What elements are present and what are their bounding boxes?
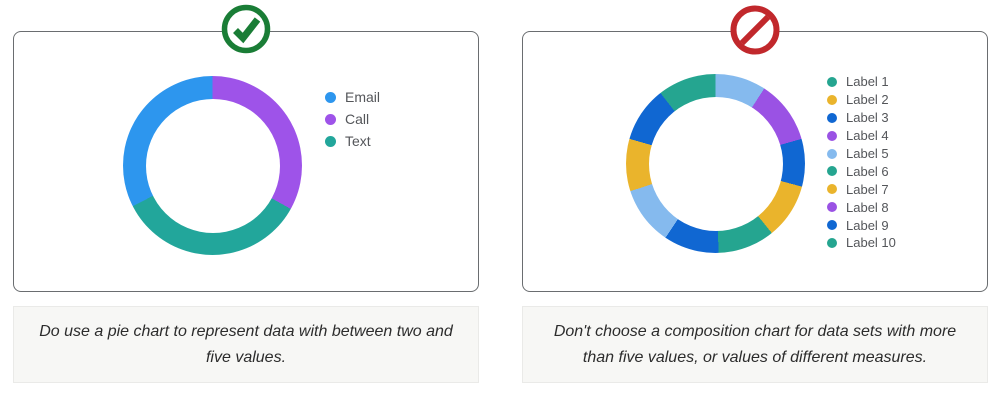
donut-hole [648, 96, 783, 231]
legend-swatch-icon [325, 113, 336, 125]
legend-label: Label 8 [846, 199, 889, 215]
legend-item: Label 9 [827, 216, 896, 234]
legend-item: Label 8 [827, 198, 896, 216]
legend-label: Label 1 [846, 74, 889, 90]
legend-item: Label 5 [827, 145, 896, 163]
legend-label: Label 3 [846, 110, 889, 126]
check-circle-icon [221, 4, 271, 54]
legend-item: Text [325, 130, 380, 152]
legend-swatch-icon [827, 94, 837, 105]
legend-item: Label 1 [827, 73, 896, 91]
legend-label: Email [345, 89, 381, 105]
legend-label: Text [345, 133, 371, 149]
legend-swatch-icon [827, 184, 837, 195]
legend-swatch-icon [325, 91, 336, 103]
legend-swatch-icon [827, 76, 837, 87]
legend-swatch-icon [827, 220, 837, 231]
do-caption-text: Do use a pie chart to represent data wit… [39, 322, 453, 366]
legend-item: Label 4 [827, 127, 896, 145]
legend-item: Label 6 [827, 162, 896, 180]
legend-label: Label 6 [846, 163, 889, 179]
legend-item: Email [325, 86, 380, 108]
no-sign-icon [730, 5, 780, 55]
legend-item: Label 7 [827, 180, 896, 198]
legend-label: Label 7 [846, 181, 889, 197]
legend-swatch-icon [827, 166, 837, 177]
legend-label: Label 2 [846, 92, 889, 108]
legend-swatch-icon [827, 130, 837, 141]
dont-caption-text: Don't choose a composition chart for dat… [553, 322, 957, 366]
legend-swatch-icon [827, 202, 837, 213]
chart-legend: Email Call Text [325, 86, 380, 152]
legend-label: Call [345, 111, 370, 127]
donut-chart-many-values [626, 74, 805, 253]
donut-chart-few-values [123, 76, 302, 255]
legend-label: Label 5 [846, 146, 889, 161]
legend-swatch-icon [827, 237, 837, 248]
legend-swatch-icon [325, 135, 336, 147]
legend-swatch-icon [827, 112, 837, 123]
legend-label: Label 9 [846, 217, 889, 233]
do-example-panel: Email Call Text [13, 31, 479, 292]
legend-swatch-icon [827, 148, 837, 159]
legend-item: Label 3 [827, 109, 896, 127]
donut-hole [145, 98, 280, 233]
legend-label: Label 4 [846, 128, 889, 144]
chart-legend: Label 1 Label 2 Label 3 Label 4 Label 5 Label… [827, 73, 896, 252]
legend-item: Call [325, 108, 380, 130]
do-caption-box: Do use a pie chart to represent data wit… [13, 306, 479, 383]
legend-label: Label 10 [846, 235, 896, 251]
dont-caption-box: Don't choose a composition chart for dat… [522, 306, 988, 383]
legend-item: Label 10 [827, 234, 896, 252]
dont-example-panel: Label 1 Label 2 Label 3 Label 4 Label 5 Label… [522, 31, 988, 292]
legend-item: Label 2 [827, 91, 896, 109]
